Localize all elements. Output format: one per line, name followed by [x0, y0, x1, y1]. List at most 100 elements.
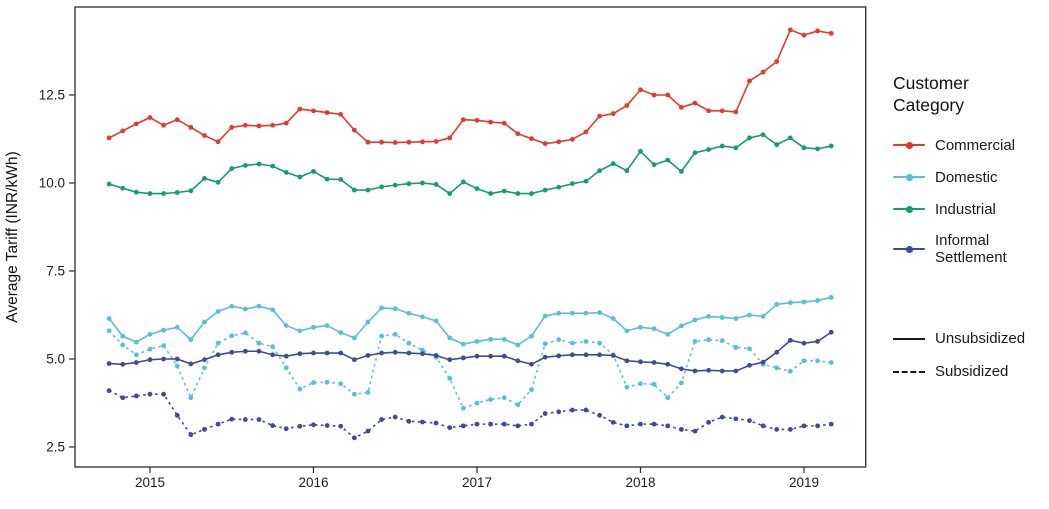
- data-point: [529, 136, 534, 142]
- data-point: [161, 391, 167, 397]
- data-point: [338, 350, 344, 356]
- data-point: [488, 119, 493, 125]
- legend-entry-unsubsidized: Unsubsidized: [893, 330, 1049, 347]
- data-point: [624, 168, 630, 174]
- data-point: [106, 361, 112, 366]
- data-point: [270, 344, 275, 350]
- data-point: [147, 391, 153, 397]
- data-point: [692, 428, 698, 434]
- data-point: [351, 357, 357, 363]
- data-point: [651, 326, 657, 332]
- data-point: [447, 191, 453, 196]
- series-line-domestic-unsubsidized: [108, 296, 832, 346]
- data-point: [542, 187, 548, 193]
- data-point: [583, 129, 589, 135]
- y-tick-label: 5.0: [46, 352, 65, 367]
- data-point: [515, 191, 521, 196]
- data-point: [270, 307, 275, 313]
- data-point: [365, 139, 371, 145]
- data-point: [719, 338, 725, 344]
- data-point: [147, 346, 153, 352]
- legend-label-industrial: Industrial: [935, 200, 996, 218]
- data-point: [787, 368, 793, 374]
- data-point: [583, 407, 589, 413]
- data-point: [365, 390, 371, 395]
- data-point: [324, 423, 330, 428]
- data-point: [706, 314, 711, 319]
- data-point: [106, 328, 112, 334]
- legend-entry-informal-settlement: Informal Settlement: [893, 232, 1049, 266]
- data-point: [583, 339, 589, 344]
- x-tick-label: 2015: [135, 475, 165, 490]
- data-point: [529, 361, 534, 367]
- data-point: [174, 356, 180, 362]
- data-point: [188, 432, 194, 438]
- data-point: [610, 111, 616, 117]
- data-point: [338, 330, 344, 335]
- data-point: [311, 108, 316, 114]
- data-point: [624, 103, 630, 108]
- data-point: [706, 337, 711, 343]
- data-point: [420, 347, 425, 353]
- data-point: [161, 343, 167, 349]
- data-point: [815, 28, 820, 34]
- data-point: [351, 127, 357, 133]
- data-point: [420, 139, 425, 145]
- data-point: [420, 419, 425, 425]
- data-point: [610, 419, 616, 425]
- data-point: [215, 340, 221, 346]
- data-point: [297, 423, 303, 429]
- data-point: [719, 414, 725, 420]
- data-point: [406, 418, 412, 424]
- data-point: [692, 100, 698, 106]
- data-point: [719, 143, 725, 149]
- legend-label-informal-settlement: Informal Settlement: [935, 232, 1007, 266]
- data-point: [556, 353, 562, 359]
- legend-title-customer-category: Customer Category: [893, 73, 969, 115]
- data-point: [542, 411, 548, 416]
- data-point: [760, 423, 766, 429]
- data-point: [488, 397, 493, 402]
- legend-entry-industrial: Industrial: [893, 200, 1049, 218]
- data-point: [256, 348, 262, 354]
- data-point: [569, 181, 575, 187]
- data-point: [392, 414, 398, 420]
- data-point: [719, 108, 725, 114]
- data-point: [651, 92, 657, 98]
- data-point: [270, 122, 275, 128]
- data-point: [420, 314, 425, 320]
- data-point: [815, 358, 820, 364]
- data-point: [311, 168, 316, 174]
- data-point: [556, 409, 562, 415]
- y-tick-label: 12.5: [39, 88, 65, 103]
- data-point: [597, 412, 602, 418]
- data-point: [256, 417, 262, 422]
- data-point: [460, 423, 466, 429]
- data-point: [678, 380, 684, 386]
- data-point: [747, 312, 752, 318]
- data-point: [202, 319, 207, 325]
- commercial-line-key-icon: [893, 136, 925, 154]
- data-point: [706, 108, 711, 114]
- data-point: [188, 124, 194, 130]
- data-point: [515, 131, 521, 137]
- data-point: [324, 176, 330, 182]
- data-point: [678, 168, 684, 174]
- data-point: [460, 341, 466, 347]
- data-point: [665, 361, 671, 367]
- data-point: [174, 324, 180, 330]
- data-point: [638, 421, 643, 427]
- data-point: [283, 426, 289, 432]
- industrial-line-key-icon: [893, 200, 925, 218]
- data-point: [188, 361, 194, 367]
- data-point: [351, 435, 357, 441]
- data-point: [433, 353, 439, 358]
- data-point: [202, 357, 207, 363]
- data-point: [229, 416, 235, 422]
- data-point: [801, 32, 807, 38]
- data-point: [447, 335, 453, 341]
- data-point: [474, 421, 480, 427]
- data-point: [651, 421, 657, 427]
- data-point: [242, 348, 248, 354]
- data-point: [202, 427, 207, 432]
